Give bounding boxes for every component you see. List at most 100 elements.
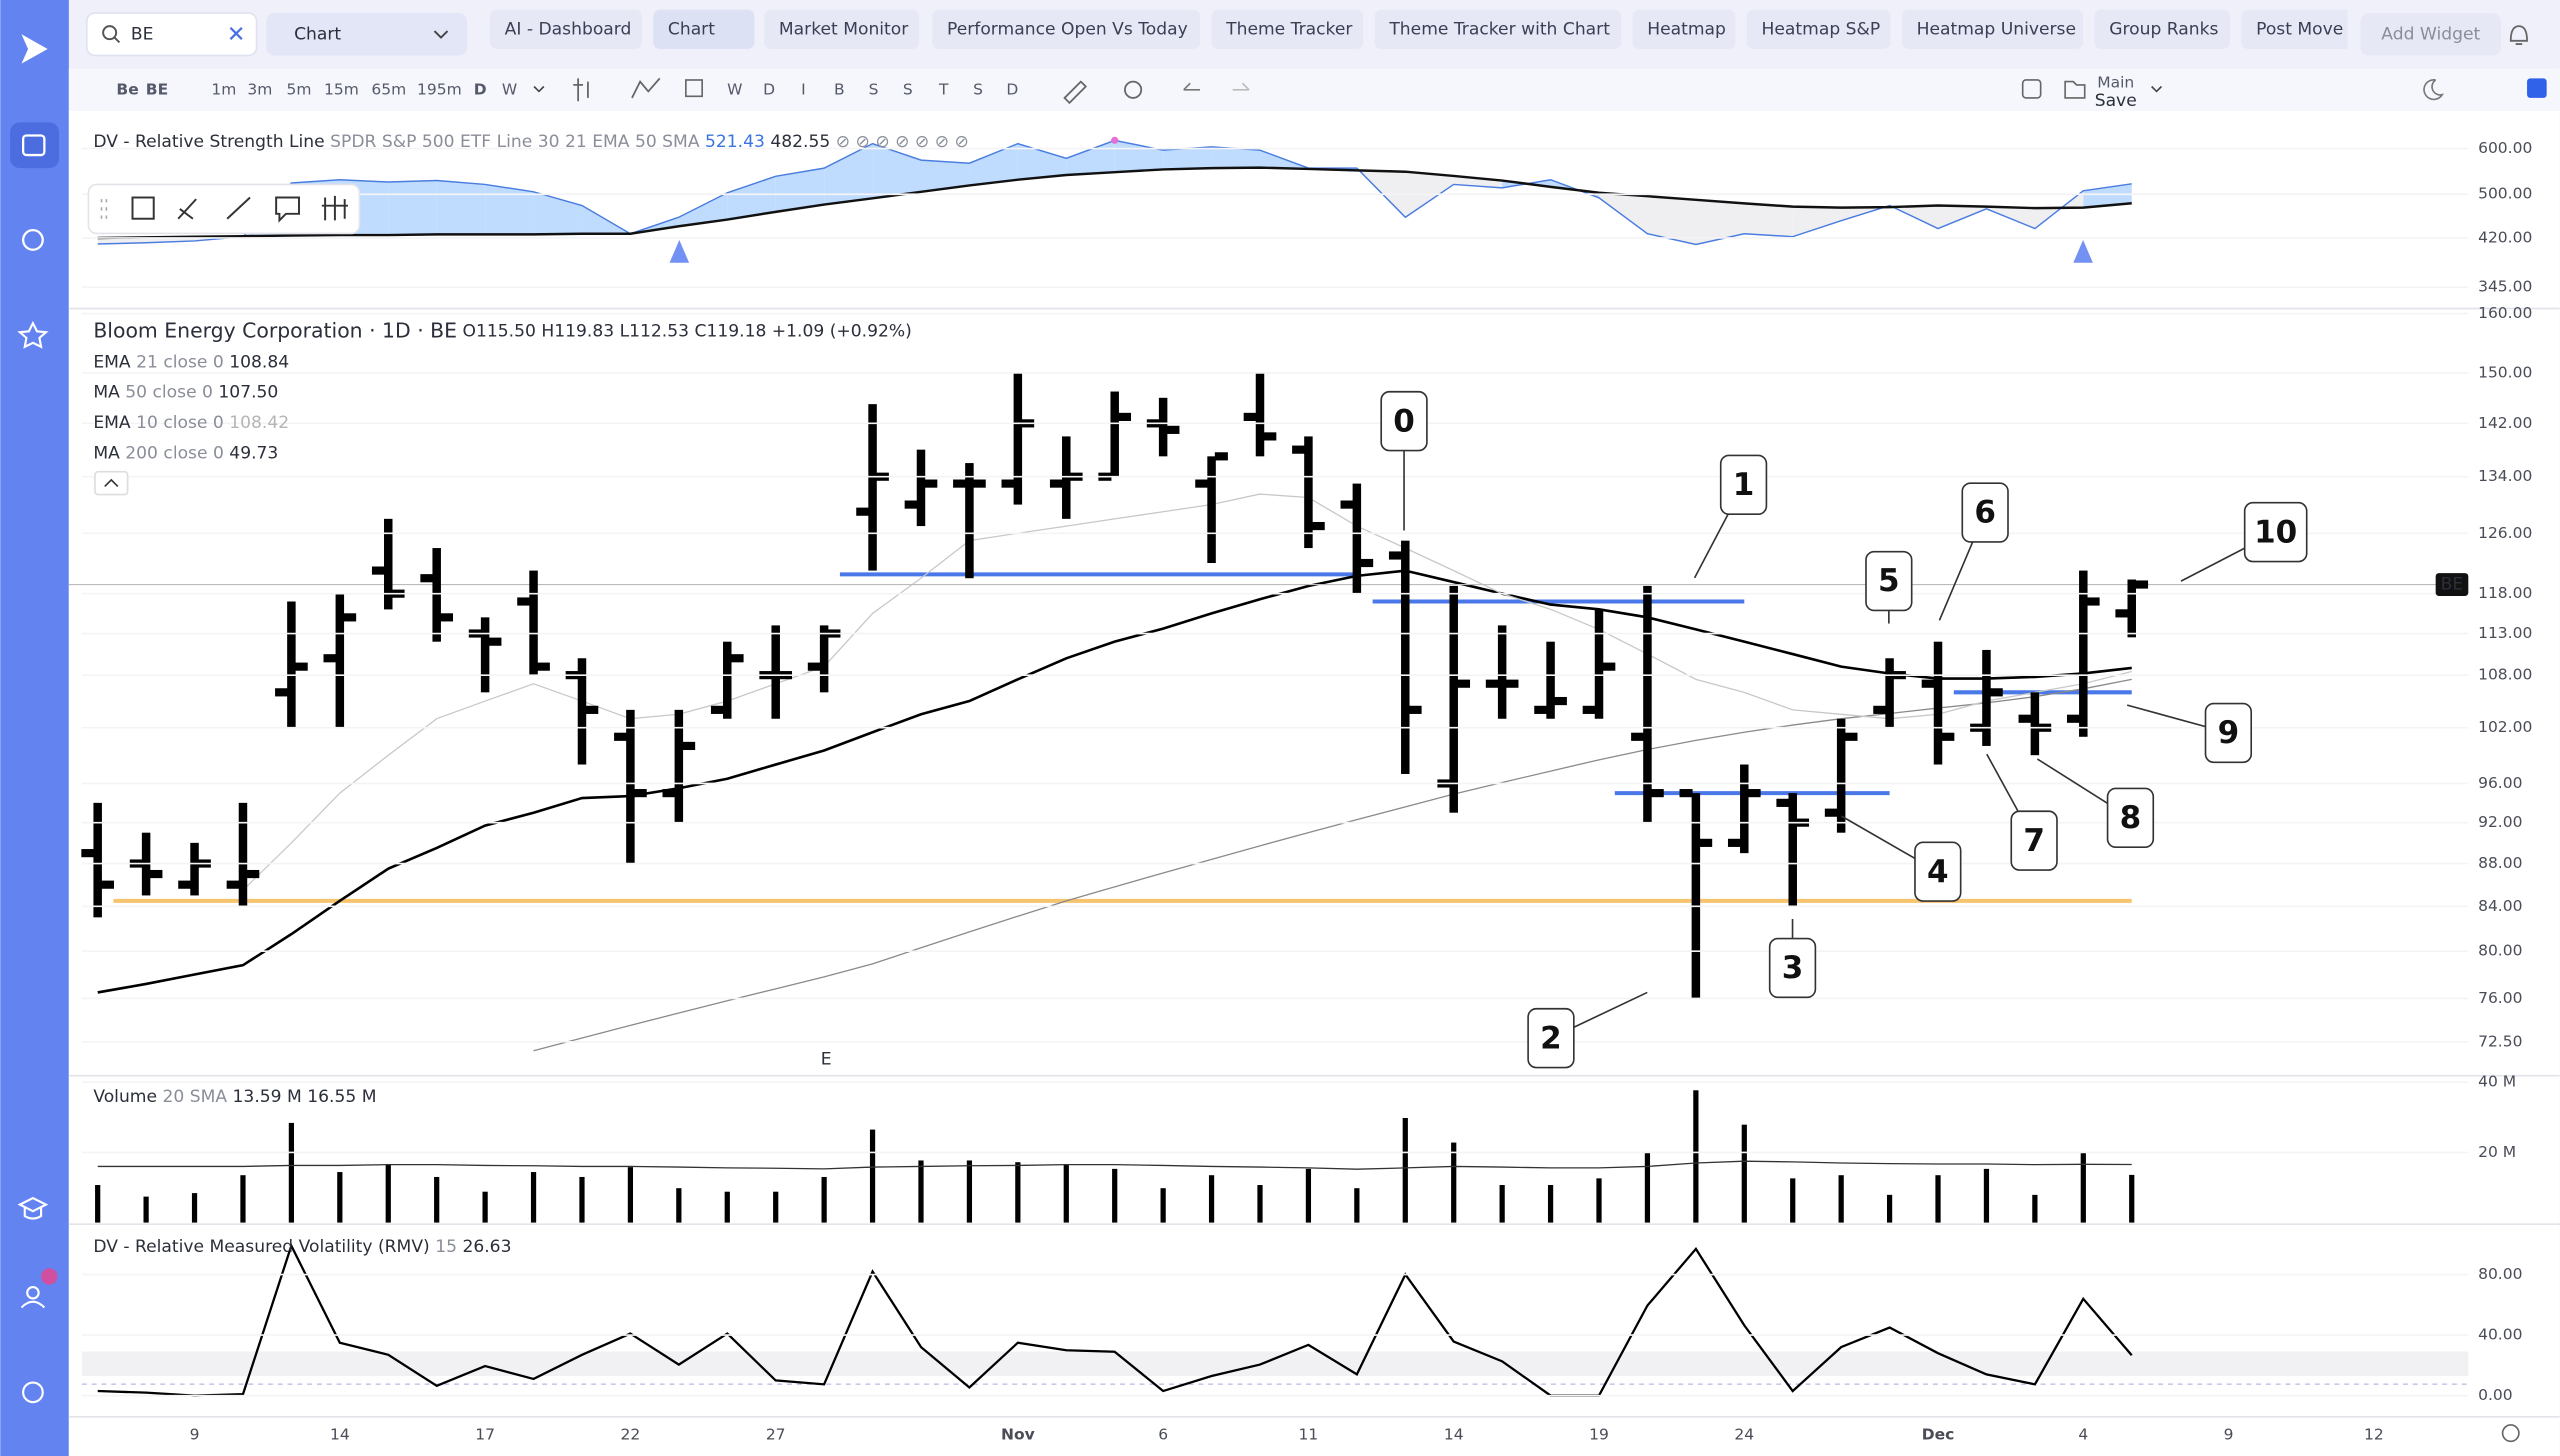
interval[interactable]: 15m bbox=[324, 80, 359, 98]
note-tool[interactable] bbox=[275, 196, 300, 223]
tab[interactable] bbox=[932, 9, 1201, 49]
bar-open bbox=[1824, 808, 1838, 817]
frequency[interactable]: S bbox=[903, 80, 913, 98]
bars-tool[interactable] bbox=[321, 195, 348, 221]
sidebar-icon[interactable] bbox=[20, 1300, 46, 1309]
tab[interactable] bbox=[764, 9, 920, 49]
rs-fill bbox=[678, 192, 728, 227]
sidebar-icon[interactable] bbox=[21, 134, 46, 157]
sidebar-icon[interactable] bbox=[17, 320, 49, 349]
tab[interactable] bbox=[2094, 9, 2230, 49]
frequency[interactable]: B bbox=[834, 80, 845, 98]
bar-open bbox=[1292, 445, 1306, 454]
frequency[interactable]: D bbox=[763, 80, 775, 98]
interval[interactable]: 1m bbox=[211, 80, 236, 98]
drag-handle[interactable] bbox=[100, 199, 108, 219]
tab[interactable] bbox=[1746, 9, 1891, 49]
tool-icon[interactable] bbox=[1063, 80, 1088, 105]
frequency[interactable]: W bbox=[727, 80, 742, 98]
callout-label: 9 bbox=[2218, 715, 2240, 751]
rect-tool[interactable] bbox=[131, 196, 155, 220]
tab-label: Heatmap bbox=[1647, 19, 1726, 39]
bar-open bbox=[710, 705, 725, 714]
volume-bar bbox=[1790, 1178, 1796, 1223]
symbol-tag-label: BE bbox=[2441, 575, 2464, 595]
save[interactable]: Save bbox=[2095, 91, 2137, 111]
interval[interactable]: 195m bbox=[417, 80, 462, 98]
add-widget[interactable] bbox=[2360, 13, 2501, 56]
bar-open bbox=[1582, 705, 1596, 714]
tab-label: Heatmap S&P bbox=[1762, 19, 1881, 39]
tab[interactable] bbox=[1374, 9, 1622, 49]
tab[interactable] bbox=[2241, 9, 2372, 49]
undo[interactable] bbox=[1183, 82, 1201, 91]
collapse-button[interactable] bbox=[94, 470, 129, 496]
layout-name[interactable]: Main bbox=[2097, 74, 2134, 92]
tab[interactable] bbox=[1901, 9, 2084, 49]
sidebar-icon[interactable] bbox=[26, 1285, 40, 1300]
tab[interactable] bbox=[1211, 9, 1364, 49]
sidebar-icon[interactable] bbox=[17, 1196, 49, 1220]
x-tick-label: 6 bbox=[1158, 1425, 1168, 1443]
callout-label: 4 bbox=[1927, 854, 1949, 890]
study-line bbox=[97, 569, 2132, 994]
clear-search[interactable] bbox=[229, 26, 243, 40]
interval[interactable]: W bbox=[502, 80, 517, 98]
tab[interactable] bbox=[489, 9, 642, 49]
symbol-badge[interactable]: BE bbox=[146, 80, 168, 98]
rmv-params: 15 bbox=[435, 1237, 457, 1257]
tool-icon[interactable] bbox=[631, 77, 661, 99]
bar-close bbox=[294, 662, 308, 671]
volume-bar bbox=[1305, 1168, 1312, 1223]
frequency[interactable]: D bbox=[1006, 80, 1018, 98]
sidebar-icon[interactable] bbox=[21, 229, 44, 251]
callout-label: 1 bbox=[1733, 467, 1755, 503]
bar-open bbox=[1243, 412, 1257, 421]
bar-range bbox=[529, 570, 538, 676]
search-box[interactable] bbox=[85, 12, 258, 57]
bar-range bbox=[771, 625, 780, 719]
view-select-label: Chart bbox=[294, 24, 341, 44]
rmv-pane bbox=[97, 1242, 2133, 1397]
bar-close bbox=[536, 662, 550, 671]
settings[interactable] bbox=[2501, 1424, 2520, 1443]
interval[interactable]: D bbox=[474, 80, 487, 98]
tool-icon[interactable] bbox=[2021, 79, 2042, 99]
tab[interactable] bbox=[653, 9, 755, 49]
rs-marker bbox=[669, 239, 690, 263]
frequency[interactable]: S bbox=[869, 80, 879, 98]
interval[interactable]: 3m bbox=[247, 80, 272, 98]
theme-toggle[interactable] bbox=[2423, 79, 2444, 101]
earnings-marker[interactable]: E bbox=[821, 1049, 832, 1069]
volume-sma-line bbox=[97, 1160, 2132, 1170]
tool-icon[interactable] bbox=[2064, 80, 2086, 99]
frequency[interactable]: I bbox=[801, 80, 806, 98]
panel-toggle[interactable] bbox=[2527, 78, 2547, 98]
redo[interactable] bbox=[1232, 82, 1250, 91]
tool-icon[interactable] bbox=[1124, 80, 1143, 99]
interval[interactable]: 5m bbox=[287, 80, 312, 98]
study-params: 200 close 0 bbox=[125, 443, 224, 463]
line-tool[interactable] bbox=[226, 196, 251, 220]
sidebar-icon[interactable] bbox=[22, 1381, 44, 1404]
bar-range bbox=[432, 548, 441, 642]
tabs: AI - Dashboard Chart Market Monitor Perform… bbox=[489, 9, 2372, 49]
tool-icon[interactable] bbox=[573, 78, 589, 102]
bar-close bbox=[149, 869, 163, 879]
sidebar-active[interactable] bbox=[10, 122, 60, 169]
frequency[interactable]: T bbox=[938, 80, 949, 98]
bar-range bbox=[1352, 483, 1362, 594]
view-select[interactable] bbox=[266, 13, 468, 56]
tab[interactable] bbox=[1632, 9, 1736, 49]
bell[interactable] bbox=[2509, 25, 2528, 45]
interval[interactable]: 65m bbox=[371, 80, 406, 98]
symbol-badge[interactable]: Be bbox=[116, 80, 138, 98]
frequency[interactable]: S bbox=[973, 80, 983, 98]
brush-tool[interactable] bbox=[177, 198, 197, 220]
bar-close bbox=[2086, 597, 2100, 606]
bar-range bbox=[674, 709, 684, 823]
bar-open bbox=[614, 732, 628, 741]
tool-icon[interactable] bbox=[685, 79, 703, 98]
bar-open bbox=[1001, 479, 1015, 488]
rmv-tick-label: 0.00 bbox=[2478, 1386, 2513, 1404]
